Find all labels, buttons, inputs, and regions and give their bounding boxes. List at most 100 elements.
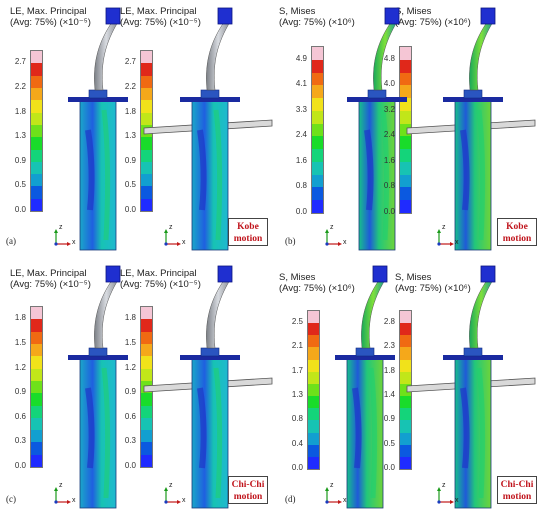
- scale-band: [400, 432, 411, 445]
- scale-tick-label: 1.6: [295, 155, 307, 165]
- panel-a: LE, Max. Principal (Avg: 75%) (×10⁻⁵) LE,…: [0, 0, 275, 258]
- scale-band: [31, 331, 42, 344]
- scale-band: [312, 85, 323, 99]
- scale-tick-label: 2.2: [14, 81, 26, 91]
- right-color-scale: [140, 50, 153, 212]
- scale-band: [141, 100, 152, 113]
- scale-band: [141, 161, 152, 175]
- cap-block: [367, 89, 387, 99]
- scale-tick-label: 2.2: [124, 81, 136, 91]
- loading-head: [217, 265, 233, 283]
- loading-head: [105, 7, 121, 25]
- scale-tick-label: 1.7: [291, 365, 303, 375]
- scale-band: [141, 405, 152, 418]
- cap-block: [200, 347, 220, 357]
- axis-x-label: x: [72, 497, 76, 504]
- loading-head: [217, 7, 233, 25]
- actuator-rod: [361, 279, 386, 349]
- stress-band: [380, 109, 390, 241]
- stress-band: [101, 367, 111, 499]
- scale-tick-label: 0.8: [295, 181, 307, 191]
- scale-band: [31, 417, 42, 431]
- scale-band: [400, 161, 411, 175]
- scale-band: [31, 124, 42, 138]
- scale-band: [31, 149, 42, 162]
- scale-band: [31, 198, 42, 212]
- scale-band: [141, 442, 152, 455]
- cap-block: [463, 347, 483, 357]
- scale-band: [400, 347, 411, 360]
- scale-tick-label: 2.4: [383, 130, 395, 140]
- stress-band: [213, 367, 223, 499]
- scale-band: [400, 456, 411, 470]
- scale-band: [400, 123, 411, 137]
- scale-band: [31, 137, 42, 150]
- scale-band: [312, 136, 323, 150]
- axis-x-label: x: [182, 239, 186, 246]
- scale-band: [141, 75, 152, 88]
- scale-tick-label: 2.3: [383, 341, 395, 351]
- axis-z-label: z: [330, 482, 334, 489]
- scale-band: [141, 430, 152, 443]
- scale-tick-label: 1.5: [14, 337, 26, 347]
- panel-label: (d): [285, 494, 296, 504]
- scale-tick-label: 1.8: [124, 313, 136, 323]
- scale-tick-label: 0.9: [14, 155, 26, 165]
- scale-band: [141, 417, 152, 431]
- scale-tick-label: 1.8: [383, 365, 395, 375]
- top-plate: [180, 97, 240, 102]
- scale-tick-label: 0.6: [14, 411, 26, 421]
- scale-band: [400, 149, 411, 162]
- scale-band: [141, 331, 152, 344]
- left-color-scale: [30, 50, 43, 212]
- panel-label: (c): [6, 494, 16, 504]
- scale-tick-label: 4.8: [383, 53, 395, 63]
- stress-band: [197, 129, 207, 211]
- scale-tick-label: 0.0: [295, 207, 307, 216]
- left-color-scale: [307, 310, 320, 470]
- panel-label: (a): [6, 236, 16, 246]
- scale-tick-label: 1.3: [14, 131, 26, 141]
- axis-x-label: x: [343, 497, 347, 504]
- stress-band: [85, 129, 95, 211]
- axis-arrows: [164, 229, 181, 246]
- scale-band: [400, 420, 411, 433]
- stress-band: [364, 129, 374, 211]
- scale-band: [400, 408, 411, 421]
- scale-tick-label: 0.5: [124, 180, 136, 190]
- scale-band: [31, 161, 42, 175]
- scale-band: [141, 149, 152, 162]
- cap-block: [355, 347, 375, 357]
- scale-tick-label: 0.4: [291, 438, 303, 448]
- scale-band: [31, 87, 42, 101]
- scale-band: [400, 98, 411, 111]
- axis-x-label: x: [455, 497, 459, 504]
- scale-tick-label: 0.0: [383, 207, 395, 216]
- panel-c: LE, Max. Principal (Avg: 75%) (×10⁻⁵) LE,…: [0, 258, 275, 516]
- scale-band: [308, 432, 319, 445]
- cap-block: [463, 89, 483, 99]
- scale-band: [31, 343, 42, 357]
- scale-band: [31, 186, 42, 199]
- stress-band: [460, 387, 470, 469]
- column-body: [191, 99, 229, 251]
- scale-band: [141, 51, 152, 64]
- scale-tick-label: 2.4: [295, 130, 307, 140]
- scale-tick-label: 0.3: [14, 436, 26, 446]
- scale-band: [308, 383, 319, 397]
- scale-tick-label: 1.4: [383, 390, 395, 400]
- scale-band: [312, 98, 323, 111]
- scale-band: [308, 323, 319, 336]
- scale-band: [31, 393, 42, 406]
- scale-tick-label: 0.5: [383, 438, 395, 448]
- scale-band: [141, 319, 152, 332]
- scale-tick-label: 3.2: [383, 104, 395, 114]
- scale-band: [308, 347, 319, 360]
- scale-tick-label: 1.8: [14, 313, 26, 323]
- scale-band: [400, 174, 411, 188]
- left-legend-title: LE, Max. Principal (Avg: 75%) (×10⁻⁵): [10, 268, 91, 290]
